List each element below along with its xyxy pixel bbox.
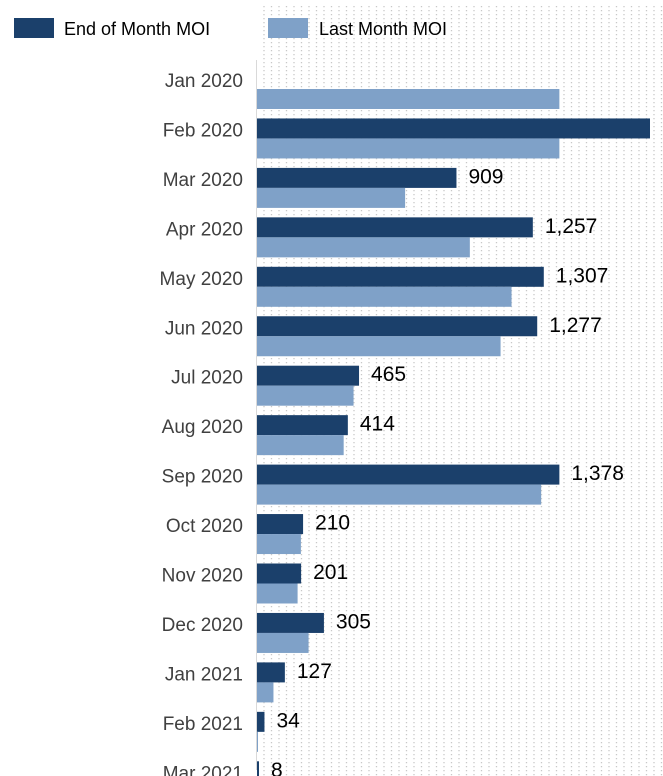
bar-last-month-mar-2020 [257,187,406,208]
bar-last-month-oct-2020 [257,534,301,555]
value-label-mar-2020: 909 [468,165,503,188]
category-label-apr-2020: Apr 2020 [166,219,243,240]
bar-end-of-month-mar-2020 [257,167,457,188]
bar-end-of-month-feb-2021 [257,711,265,732]
category-label-mar-2020: Mar 2020 [163,170,243,191]
value-label-aug-2020: 414 [360,413,395,436]
bar-end-of-month-jan-2021 [257,662,285,683]
bar-last-month-jun-2020 [257,336,501,357]
category-label-jan-2021: Jan 2021 [165,664,243,685]
bar-last-month-feb-2021 [257,731,258,752]
value-label-apr-2020: 1,257 [545,215,598,238]
category-label-dec-2020: Dec 2020 [162,615,243,636]
value-label-feb-2021: 34 [276,709,300,732]
category-label-jan-2020: Jan 2020 [165,71,243,92]
category-label-jun-2020: Jun 2020 [165,318,243,339]
bar-last-month-feb-2020 [257,138,560,159]
bar-end-of-month-oct-2020 [257,514,304,535]
category-label-sep-2020: Sep 2020 [162,467,243,488]
category-label-mar-2021: Mar 2021 [163,763,243,776]
bar-end-of-month-dec-2020 [257,612,324,633]
value-label-oct-2020: 210 [315,512,350,535]
value-label-jun-2020: 1,277 [549,314,602,337]
value-label-mar-2021: 8 [271,759,283,776]
bar-end-of-month-aug-2020 [257,415,348,436]
category-label-nov-2020: Nov 2020 [162,566,243,587]
bar-last-month-may-2020 [257,286,512,307]
category-label-may-2020: May 2020 [160,269,243,290]
bar-last-month-dec-2020 [257,632,309,653]
bar-end-of-month-apr-2020 [257,217,533,238]
bar-last-month-jan-2021 [257,682,274,703]
legend-label-end-of-month: End of Month MOI [64,19,210,39]
value-label-nov-2020: 201 [313,561,348,584]
category-label-jul-2020: Jul 2020 [171,368,243,389]
category-labels: Jan 2020 Feb 2020 Mar 2020 Apr 2020 May 2020… [160,71,243,776]
value-label-jul-2020: 465 [371,363,406,386]
bar-end-of-month-feb-2020 [257,118,650,139]
legend-swatch-last-month [268,18,308,38]
legend-label-last-month: Last Month MOI [319,19,447,39]
bars [257,89,650,776]
value-labels: 1,7919091,2571,3071,2774654141,378210201… [271,116,663,776]
legend: End of Month MOI Last Month MOI [14,18,447,39]
category-label-feb-2021: Feb 2021 [163,714,243,735]
bar-end-of-month-jul-2020 [257,365,360,386]
bar-last-month-nov-2020 [257,583,298,604]
bar-last-month-sep-2020 [257,484,542,505]
bar-end-of-month-sep-2020 [257,464,560,485]
value-label-sep-2020: 1,378 [571,462,624,485]
value-label-may-2020: 1,307 [556,264,609,287]
bar-end-of-month-mar-2021 [257,761,259,776]
value-label-jan-2021: 127 [297,660,332,683]
category-label-aug-2020: Aug 2020 [162,417,243,438]
bar-end-of-month-nov-2020 [257,563,302,584]
bar-last-month-jul-2020 [257,385,354,406]
bar-end-of-month-jun-2020 [257,316,538,337]
bar-last-month-jan-2020 [257,89,560,109]
bar-end-of-month-may-2020 [257,266,544,287]
category-label-oct-2020: Oct 2020 [166,516,243,537]
legend-swatch-end-of-month [14,18,54,38]
category-label-feb-2020: Feb 2020 [163,120,243,141]
value-label-dec-2020: 305 [336,610,371,633]
bar-last-month-apr-2020 [257,237,470,258]
bar-last-month-aug-2020 [257,435,344,456]
